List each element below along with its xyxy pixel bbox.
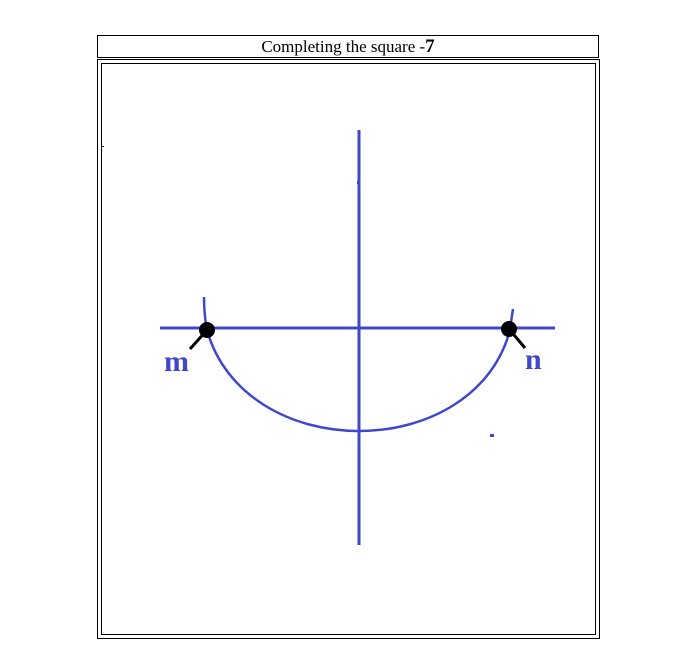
diagram-frame-inner [101, 63, 596, 635]
point-m-marker [199, 322, 215, 338]
point-n-marker [501, 321, 517, 337]
point-m-label: m [164, 345, 189, 378]
point-n-label: n [525, 343, 542, 376]
title-number: 7 [425, 36, 435, 57]
title-text: Completing the square - [261, 37, 426, 56]
title-bar: Completing the square -7 [97, 35, 599, 58]
diagram-frame-outer [97, 59, 600, 639]
frame-tick-mark [101, 146, 104, 147]
axis-dot-mark [357, 181, 359, 184]
curve-dot-mark [490, 434, 494, 437]
